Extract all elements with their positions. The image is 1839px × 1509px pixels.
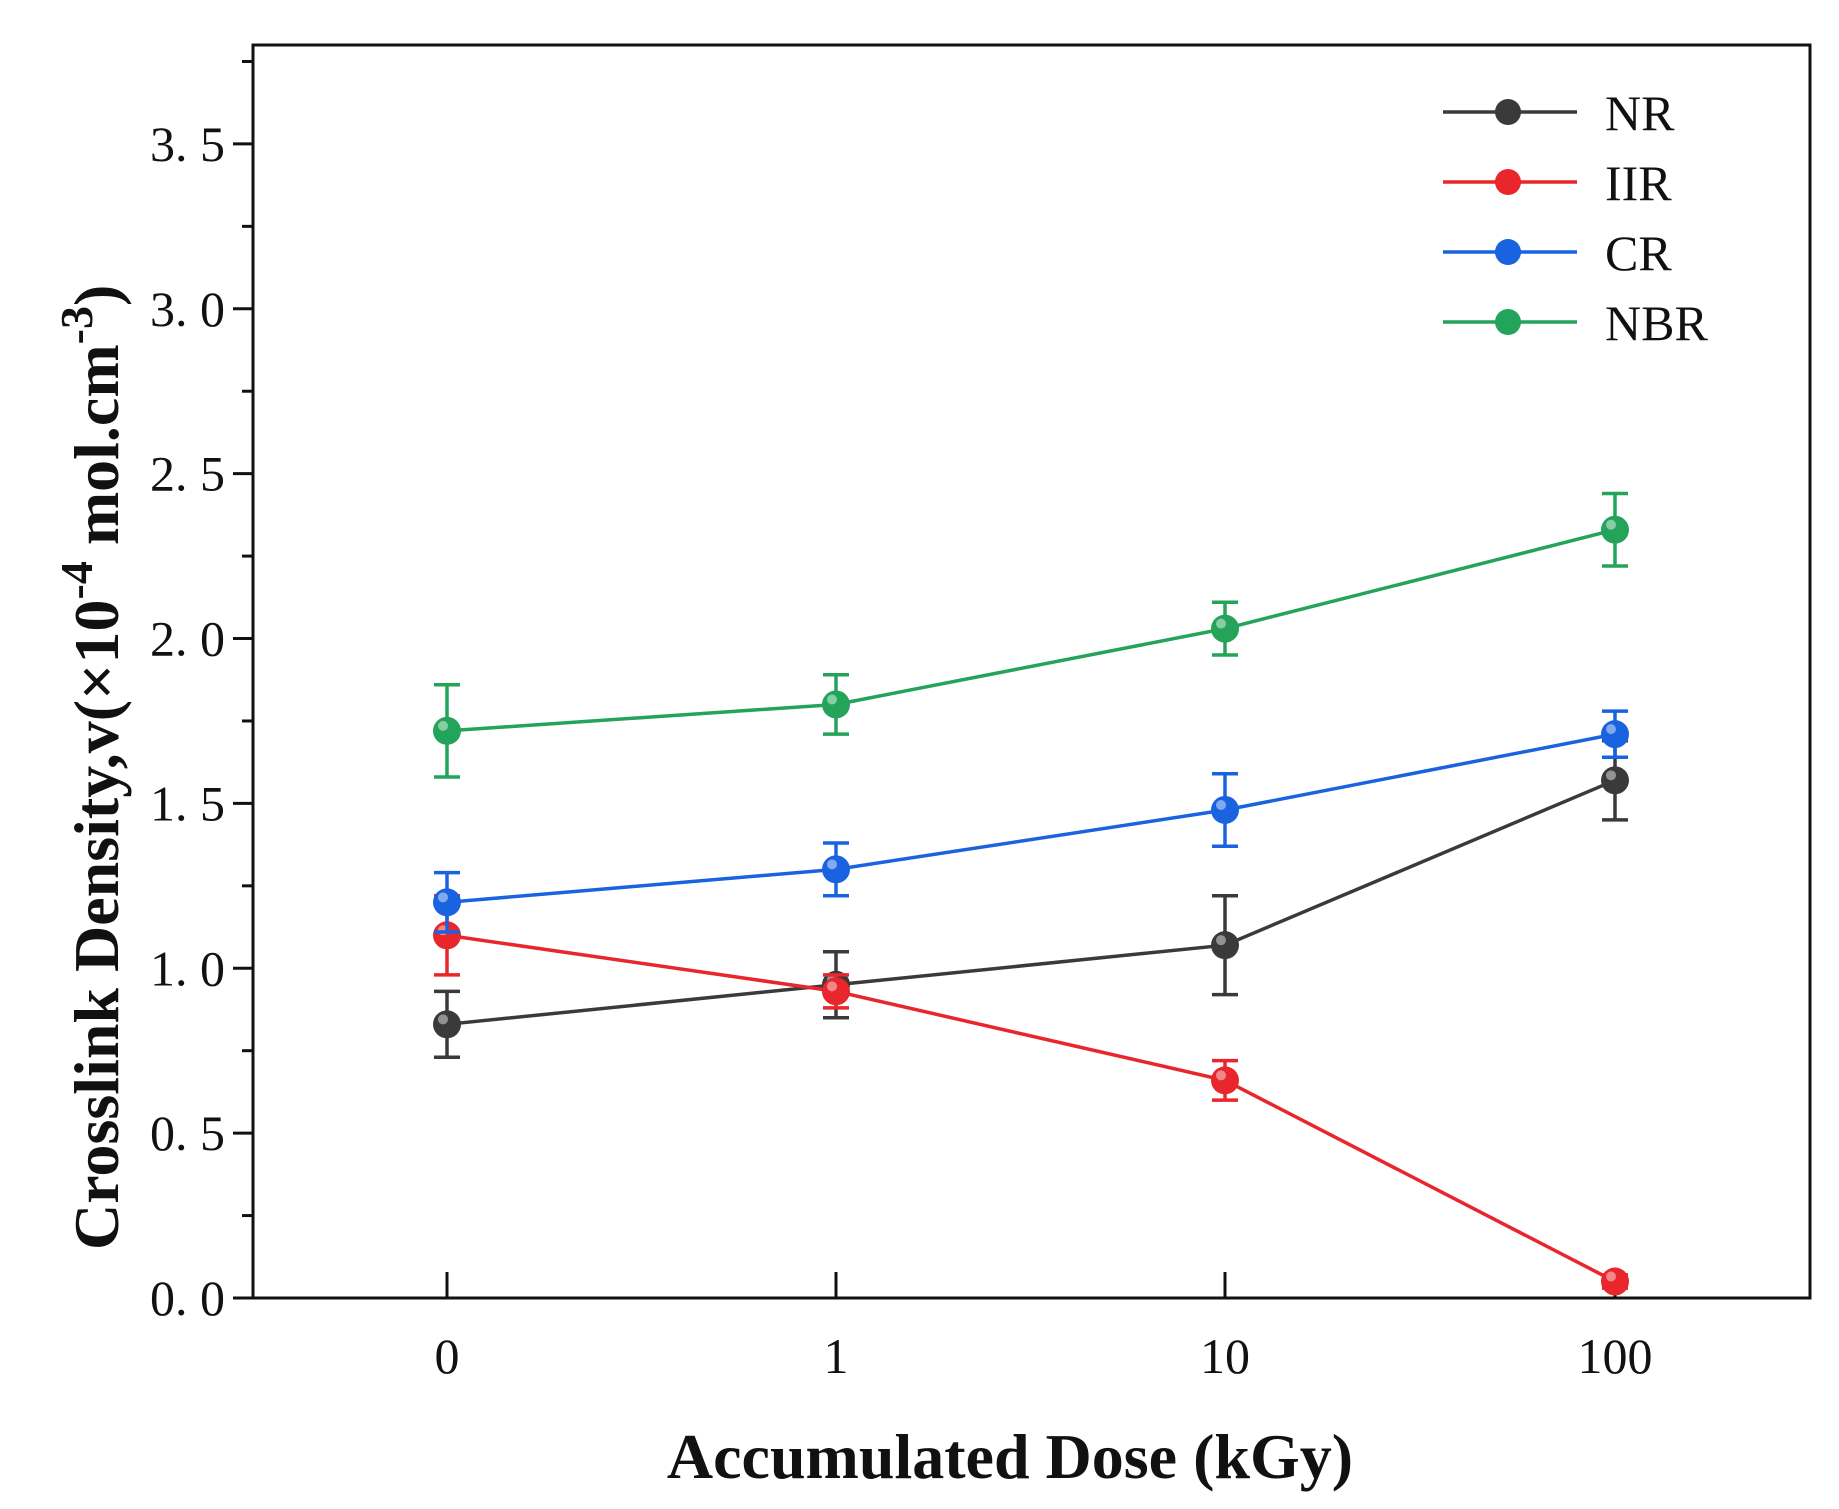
series-line bbox=[446, 732, 1616, 905]
y-tick-label: 3. 0 bbox=[150, 281, 225, 337]
data-point-highlight bbox=[1216, 935, 1226, 946]
data-point-highlight bbox=[827, 981, 837, 992]
series-iir bbox=[433, 893, 1629, 1296]
y-label-sup: -4 bbox=[51, 561, 102, 599]
series-cr bbox=[433, 709, 1629, 934]
y-axis-label: Crosslink Density,v(×10-4 mol.cm-3) bbox=[51, 285, 132, 1250]
y-tick-label: 0. 0 bbox=[150, 1270, 225, 1326]
data-point bbox=[1601, 766, 1629, 795]
series-line bbox=[446, 528, 1616, 733]
data-point bbox=[1601, 720, 1629, 749]
series-line bbox=[446, 778, 1616, 1027]
y-label-sup: -3 bbox=[51, 306, 102, 344]
axes: 0. 0 0. 5 1. 0 1. 5 2. 0 2. 5 3. 0 3. 5 0 1 10 100 bbox=[150, 43, 1812, 1384]
legend: NR IIR CR NBR bbox=[1443, 85, 1708, 351]
data-point-highlight bbox=[827, 859, 837, 870]
data-point-highlight bbox=[827, 694, 837, 705]
data-point bbox=[822, 977, 850, 1006]
x-tick-label: 10 bbox=[1200, 1328, 1250, 1384]
series-nr bbox=[433, 738, 1629, 1060]
data-point bbox=[433, 888, 461, 917]
data-marks bbox=[433, 491, 1629, 1296]
x-tick-label: 0 bbox=[435, 1328, 460, 1384]
legend-marker bbox=[1495, 99, 1521, 125]
legend-label: CR bbox=[1605, 225, 1672, 281]
legend-label: NBR bbox=[1605, 295, 1708, 351]
y-tick-label: 1. 0 bbox=[150, 940, 225, 996]
data-point-highlight bbox=[1216, 618, 1226, 629]
y-tick-label: 2. 0 bbox=[150, 611, 225, 667]
x-tick-label: 100 bbox=[1578, 1328, 1653, 1384]
data-point bbox=[433, 1010, 461, 1039]
data-point-highlight bbox=[438, 1014, 448, 1025]
y-tick-label: 3. 5 bbox=[150, 116, 225, 172]
data-point bbox=[1211, 795, 1239, 824]
data-point-highlight bbox=[1606, 724, 1616, 735]
data-point bbox=[1211, 614, 1239, 643]
data-point-highlight bbox=[1606, 519, 1616, 530]
x-tick-label: 1 bbox=[824, 1328, 849, 1384]
data-point bbox=[1211, 931, 1239, 960]
plot-frame bbox=[251, 43, 1812, 1300]
legend-label: NR bbox=[1605, 85, 1675, 141]
data-point bbox=[822, 855, 850, 884]
legend-marker bbox=[1495, 309, 1521, 335]
data-point bbox=[433, 716, 461, 745]
data-point-highlight bbox=[1606, 770, 1616, 781]
y-tick-label: 0. 5 bbox=[150, 1105, 225, 1161]
data-point-highlight bbox=[438, 892, 448, 903]
y-tick-label: 1. 5 bbox=[150, 775, 225, 831]
y-label-part: Crosslink Density,v(×10 bbox=[61, 600, 132, 1251]
series-line bbox=[446, 933, 1616, 1284]
data-point-highlight bbox=[1216, 799, 1226, 810]
y-label-part: ) bbox=[61, 285, 132, 306]
y-tick-label: 2. 5 bbox=[150, 446, 225, 502]
legend-marker bbox=[1495, 239, 1521, 265]
data-point bbox=[1211, 1066, 1239, 1095]
data-point bbox=[1601, 1267, 1629, 1296]
series-nbr bbox=[433, 491, 1629, 779]
data-point-highlight bbox=[438, 720, 448, 731]
legend-label: IIR bbox=[1605, 155, 1672, 211]
data-point bbox=[433, 921, 461, 950]
y-label-part: mol.cm bbox=[61, 344, 132, 561]
data-point bbox=[1601, 515, 1629, 544]
legend-marker bbox=[1495, 169, 1521, 195]
data-point-highlight bbox=[1606, 1271, 1616, 1282]
data-point bbox=[822, 690, 850, 719]
x-axis-label: Accumulated Dose (kGy) bbox=[667, 1421, 1353, 1492]
data-point-highlight bbox=[1216, 1070, 1226, 1081]
